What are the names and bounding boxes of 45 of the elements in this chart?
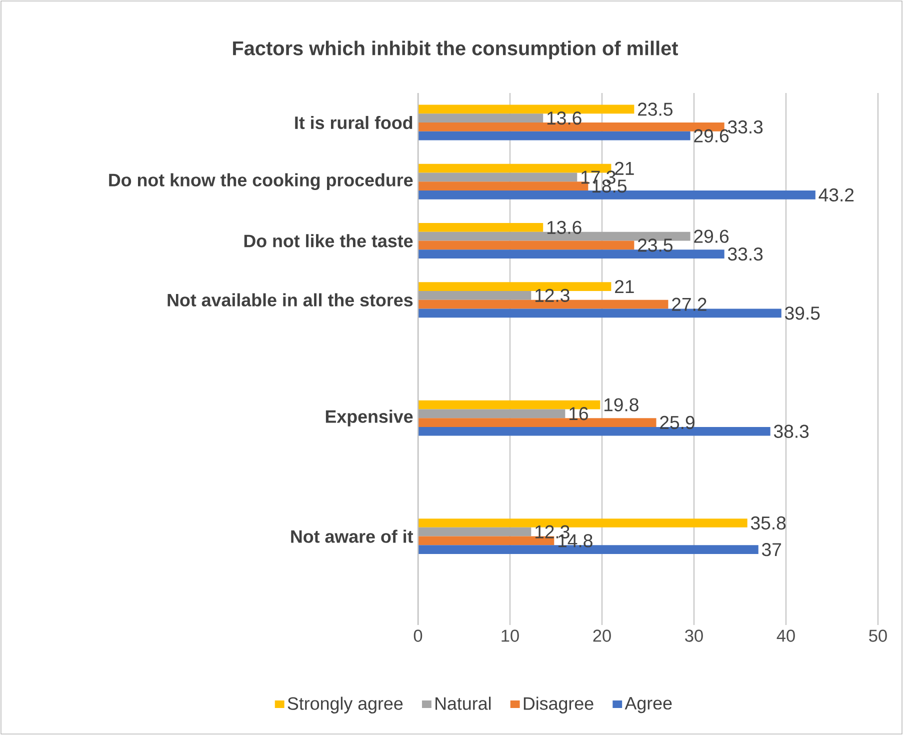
data-label: 23.5 bbox=[638, 238, 672, 252]
data-label: 21 bbox=[615, 162, 634, 175]
data-label: 27.2 bbox=[672, 298, 706, 311]
data-label: 37 bbox=[762, 543, 782, 556]
x-tick-label: 40 bbox=[776, 630, 795, 642]
data-label: 25.9 bbox=[660, 416, 694, 430]
x-tick-label: 30 bbox=[685, 630, 703, 642]
data-label: 29.6 bbox=[694, 230, 729, 243]
y-tick-label: Not available in all the stores bbox=[168, 293, 413, 306]
y-tick-label: Not aware of it bbox=[291, 530, 414, 543]
x-tick-label: 10 bbox=[502, 630, 519, 642]
bar bbox=[418, 114, 544, 123]
chart-title: Factors which inhibit the consumption of millet bbox=[233, 40, 678, 60]
data-label: 43.2 bbox=[818, 188, 854, 202]
y-tick-label: Do not like the taste bbox=[244, 234, 413, 248]
data-label: 33.3 bbox=[728, 247, 763, 261]
legend-label: Disagree bbox=[524, 696, 594, 714]
data-label: 12.3 bbox=[535, 288, 570, 302]
bar bbox=[418, 131, 690, 140]
bar bbox=[418, 223, 544, 232]
x-tick-label: 50 bbox=[869, 630, 887, 642]
y-tick-label: It is rural food bbox=[295, 116, 412, 130]
data-label: 33.3 bbox=[728, 120, 763, 134]
bar bbox=[418, 527, 532, 536]
data-label: 23.5 bbox=[638, 102, 672, 116]
data-label: 19.8 bbox=[604, 398, 638, 412]
bar bbox=[418, 291, 532, 300]
data-label: 35.8 bbox=[750, 516, 786, 530]
data-label: 13.6 bbox=[547, 220, 582, 234]
legend-label: Natural bbox=[436, 696, 491, 710]
y-tick-label: Do not know the cooking procedure bbox=[109, 173, 413, 190]
bar bbox=[418, 409, 566, 418]
data-label: 29.6 bbox=[694, 129, 729, 142]
legend-label: Strongly agree bbox=[288, 696, 403, 714]
data-label: 21 bbox=[615, 280, 634, 294]
bar bbox=[418, 172, 578, 182]
x-tick-label: 0 bbox=[414, 630, 422, 642]
data-label: 16 bbox=[570, 407, 588, 420]
y-tick-label: Expensive bbox=[326, 410, 413, 426]
bar bbox=[418, 240, 634, 250]
legend-label: Agree bbox=[624, 697, 672, 714]
x-tick-label: 20 bbox=[593, 630, 611, 642]
data-label: 38.3 bbox=[774, 424, 809, 438]
data-label: 13.6 bbox=[547, 112, 582, 125]
data-label: 39.5 bbox=[785, 306, 820, 320]
